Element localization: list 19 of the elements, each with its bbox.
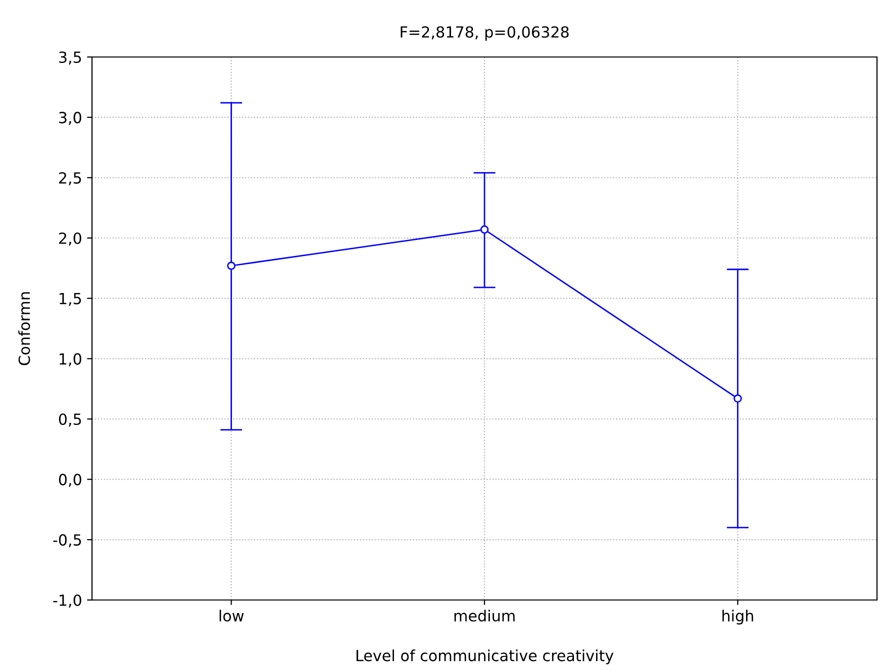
chart-title: F=2,8178, p=0,06328: [400, 26, 569, 41]
point: [227, 262, 236, 270]
y-tick-label: 0,5: [58, 413, 81, 427]
y-axis-title: Conformn: [18, 292, 30, 366]
y-tick-label: 0,0: [58, 474, 82, 487]
y-tick-label: -1,0: [53, 594, 82, 608]
y-tick-label: -0,5: [53, 534, 81, 548]
x-tick-label: high: [722, 610, 754, 625]
x-axis-title: Level of communicative creativity: [356, 650, 614, 664]
x-tick-label: medium: [454, 610, 515, 622]
point: [734, 394, 742, 403]
y-tick-label: 2,5: [59, 172, 81, 186]
y-tick-label: 3,5: [59, 51, 81, 65]
x-tick-label: low: [220, 610, 244, 622]
y-tick-label: 3,0: [59, 112, 82, 125]
y-tick-label: 1,5: [60, 293, 81, 306]
point: [480, 225, 489, 234]
y-tick-label: 1,0: [60, 353, 82, 366]
y-tick-label: 2,0: [59, 232, 82, 246]
